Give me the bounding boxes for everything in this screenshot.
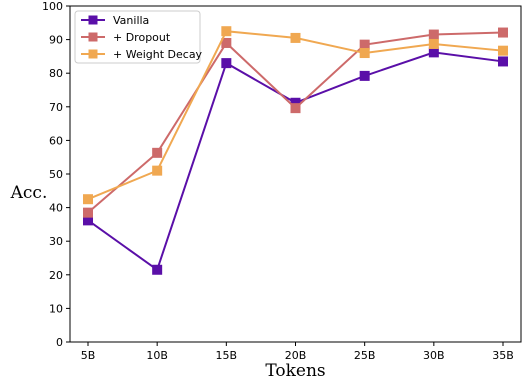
x-tick-label: 25B [354, 349, 376, 362]
y-tick-label: 10 [49, 302, 63, 315]
legend: Vanilla + Dropout + Weight Decay [74, 10, 203, 64]
legend-label: + Weight Decay [113, 48, 203, 61]
x-tick-label: 15B [216, 349, 238, 362]
y-tick-label: 40 [49, 202, 63, 215]
data-point [498, 45, 508, 56]
y-tick-label: 100 [42, 0, 63, 13]
legend-box [74, 10, 201, 64]
data-point [428, 38, 439, 49]
y-axis-label: Acc. [10, 183, 48, 203]
data-point [428, 47, 439, 58]
y-tick-label: 80 [49, 67, 63, 80]
data-point [83, 207, 93, 218]
data-point [290, 103, 301, 114]
plot-marks [83, 26, 508, 275]
x-axis: 5B 10B 15B 20B 25B 30B 35B [81, 342, 514, 362]
x-tick-label: 30B [423, 349, 445, 362]
data-point [83, 215, 93, 226]
legend-label: + Dropout [113, 31, 171, 44]
data-point [152, 264, 163, 275]
legend-swatch-marker [88, 49, 98, 59]
y-tick-label: 50 [49, 168, 63, 181]
data-point [83, 194, 93, 205]
legend-swatch-marker [88, 15, 98, 25]
data-point [221, 37, 232, 48]
data-point [290, 32, 301, 43]
data-point [359, 48, 370, 59]
y-tick-label: 20 [49, 269, 63, 282]
legend-swatch-marker [88, 32, 98, 42]
x-axis-label: Tokens [265, 361, 325, 381]
data-point [152, 147, 163, 158]
y-tick-label: 30 [49, 235, 63, 248]
data-point [359, 70, 370, 81]
data-point [498, 56, 508, 67]
data-point [359, 39, 370, 50]
y-tick-label: 70 [49, 101, 63, 114]
data-point [290, 97, 301, 108]
legend-label: Vanilla [113, 14, 149, 27]
data-point [428, 29, 439, 40]
series-line [87, 51, 504, 272]
data-point [152, 165, 163, 176]
x-tick-label: 5B [81, 349, 96, 362]
x-tick-label: 35B [492, 349, 514, 362]
x-tick-label: 10B [146, 349, 168, 362]
y-axis: 0 10 20 30 40 50 60 70 80 90 100 [42, 0, 70, 349]
data-point [221, 26, 232, 37]
x-tick-label: 20B [285, 349, 307, 362]
y-tick-label: 90 [49, 34, 63, 47]
data-point [221, 58, 232, 69]
y-tick-label: 0 [56, 336, 63, 349]
data-point [498, 27, 508, 38]
y-tick-label: 60 [49, 134, 63, 147]
